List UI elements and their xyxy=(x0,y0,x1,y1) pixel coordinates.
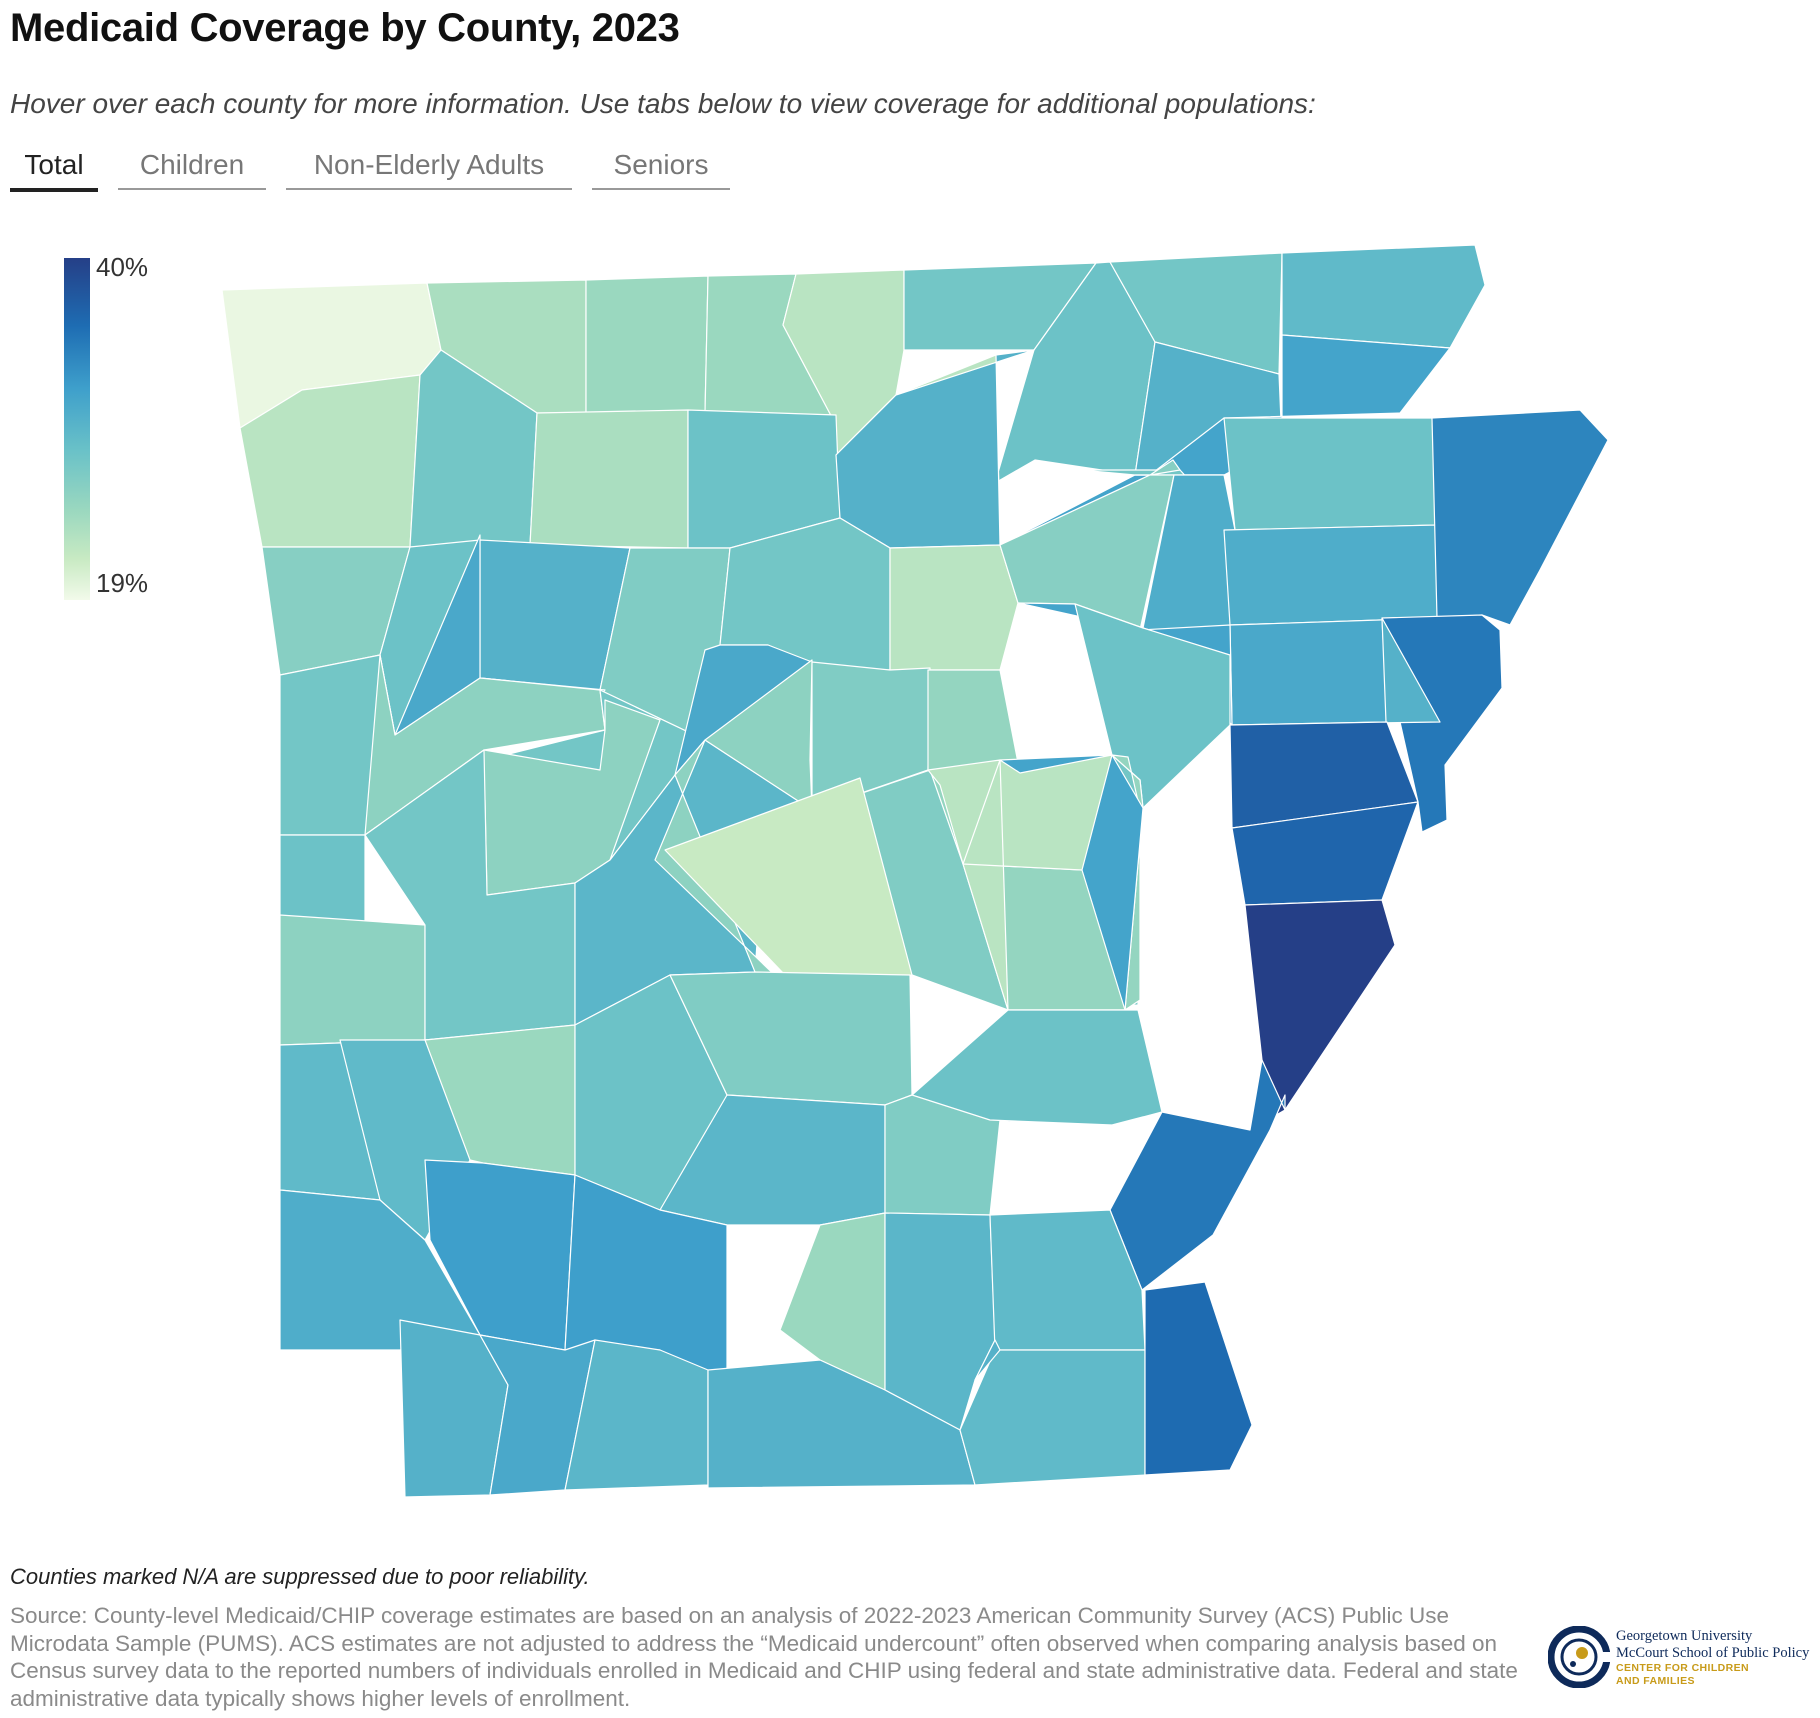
page-title: Medicaid Coverage by County, 2023 xyxy=(10,6,680,50)
tab-total[interactable]: Total xyxy=(10,148,98,192)
page-subtitle: Hover over each county for more informat… xyxy=(10,88,1316,119)
county[interactable] xyxy=(364,654,606,836)
county[interactable] xyxy=(1111,754,1144,1011)
tab-non-elderly-adults[interactable]: Non-Elderly Adults xyxy=(286,148,572,190)
county[interactable] xyxy=(959,1349,1146,1486)
logo-line-families: AND FAMILIES xyxy=(1616,1674,1695,1687)
logo-line-school: McCourt School of Public Policy xyxy=(1616,1645,1810,1661)
logo-line-center: CENTER FOR CHILDREN xyxy=(1616,1662,1750,1674)
county[interactable] xyxy=(529,409,689,549)
county[interactable] xyxy=(927,754,1113,1011)
arkansas-county-map xyxy=(221,244,1609,1498)
footnote: Counties marked N/A are suppressed due t… xyxy=(10,1564,590,1589)
county[interactable] xyxy=(585,275,709,414)
county[interactable] xyxy=(1431,409,1609,626)
tab-children[interactable]: Children xyxy=(118,148,266,190)
county[interactable] xyxy=(1144,1281,1253,1476)
county[interactable] xyxy=(1223,417,1438,531)
georgetown-seal-icon xyxy=(1548,1626,1610,1688)
logo-text: Georgetown University McCourt School of … xyxy=(1616,1628,1809,1687)
county[interactable] xyxy=(889,544,1019,671)
tab-seniors[interactable]: Seniors xyxy=(592,148,730,190)
source-note: Source: County-level Medicaid/CHIP cover… xyxy=(10,1603,1518,1711)
county[interactable] xyxy=(974,1339,1001,1381)
logo-line-university: Georgetown University xyxy=(1616,1628,1753,1644)
county[interactable] xyxy=(989,1209,1146,1351)
legend-gradient-bar xyxy=(64,258,90,600)
county[interactable] xyxy=(1281,244,1486,349)
legend-max-label: 40% xyxy=(96,252,149,282)
legend-min-label: 19% xyxy=(96,568,149,598)
county[interactable] xyxy=(1223,524,1441,626)
georgetown-logo: Georgetown University McCourt School of … xyxy=(1548,1624,1810,1700)
county[interactable] xyxy=(279,914,426,1046)
